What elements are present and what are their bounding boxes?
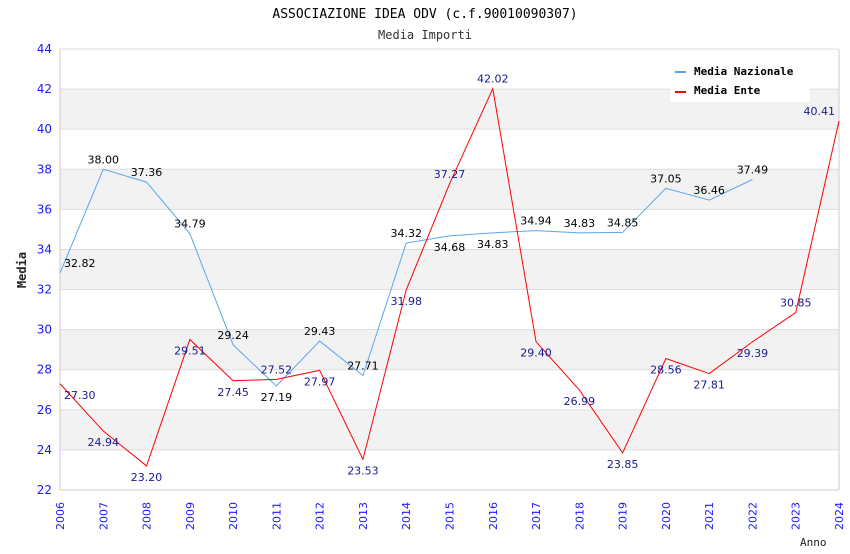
x-tick-label: 2018 — [573, 502, 586, 530]
data-label: 29.51 — [174, 344, 206, 357]
x-axis-label: Anno — [800, 536, 827, 549]
x-tick-label: 2011 — [270, 502, 283, 530]
y-tick-label: 34 — [37, 242, 52, 256]
data-label: 34.32 — [390, 227, 422, 240]
data-label: 23.20 — [131, 471, 163, 484]
legend-box — [670, 58, 810, 102]
y-tick-label: 26 — [37, 403, 52, 417]
data-label: 37.36 — [131, 166, 163, 179]
data-label: 28.56 — [650, 364, 682, 377]
data-label: 29.43 — [304, 325, 336, 338]
data-label: 34.79 — [174, 218, 206, 231]
legend-label-ente: Media Ente — [694, 84, 761, 97]
x-tick-label: 2012 — [314, 502, 327, 530]
band — [60, 169, 839, 210]
data-label: 34.83 — [477, 238, 509, 251]
x-axis-ticks: 2006 2007 2008 2009 2010 2011 2012 2013 2014 2015… — [54, 502, 846, 530]
legend: Media Nazionale Media Ente — [670, 58, 810, 102]
data-label: 42.02 — [477, 73, 509, 86]
data-label: 27.97 — [304, 375, 336, 388]
data-labels: 32.82 38.00 37.36 34.79 29.24 27.19 29.43 27.71… — [64, 73, 835, 484]
y-tick-label: 30 — [37, 323, 52, 337]
data-label: 23.85 — [607, 458, 639, 471]
data-label: 40.41 — [804, 105, 836, 118]
series-line-1 — [59, 87, 840, 467]
y-tick-label: 32 — [37, 283, 52, 297]
data-label: 34.68 — [434, 241, 466, 254]
x-tick-label: 2014 — [400, 502, 413, 530]
y-tick-label: 40 — [37, 122, 52, 136]
band — [60, 249, 839, 290]
x-tick-label: 2020 — [660, 502, 673, 530]
band — [60, 409, 839, 450]
data-label: 34.83 — [564, 217, 596, 230]
x-tick-label: 2008 — [141, 502, 154, 530]
x-tick-label: 2022 — [746, 502, 759, 530]
data-label: 23.53 — [347, 464, 379, 477]
x-tick-label: 2019 — [617, 502, 630, 530]
data-label: 27.81 — [693, 379, 725, 392]
data-label: 29.39 — [737, 347, 769, 360]
y-axis-label: Media — [15, 252, 29, 288]
data-label: 24.94 — [88, 436, 120, 449]
legend-swatch-ente — [675, 91, 686, 93]
x-tick-label: 2017 — [530, 502, 543, 530]
data-label: 37.05 — [650, 172, 682, 185]
x-tick-label: 2009 — [184, 502, 197, 530]
x-tick-label: 2013 — [357, 502, 370, 530]
data-label: 27.71 — [347, 360, 379, 373]
data-label: 31.98 — [390, 295, 422, 308]
x-tick-label: 2010 — [227, 502, 240, 530]
legend-swatch-nazionale — [675, 71, 686, 73]
data-label: 27.19 — [261, 391, 293, 404]
data-label: 29.24 — [217, 329, 249, 342]
x-tick-label: 2016 — [487, 502, 500, 530]
data-label: 38.00 — [88, 153, 120, 166]
data-label: 30.85 — [780, 297, 812, 310]
y-tick-label: 22 — [37, 483, 52, 497]
data-label: 27.30 — [64, 389, 96, 402]
chart-title: ASSOCIAZIONE IDEA ODV (c.f.90010090307) — [272, 7, 577, 22]
series-line-0 — [59, 168, 753, 387]
data-label: 34.85 — [607, 216, 639, 229]
chart-subtitle: Media Importi — [378, 28, 472, 42]
x-tick-label: 2015 — [444, 502, 457, 530]
y-tick-label: 44 — [37, 42, 52, 56]
x-tick-label: 2024 — [833, 502, 846, 530]
data-label: 37.49 — [737, 163, 769, 176]
x-tick-label: 2006 — [54, 502, 67, 530]
data-label: 27.45 — [217, 386, 249, 399]
x-tick-label: 2021 — [703, 502, 716, 530]
y-axis-ticks: 22 24 26 28 30 32 34 36 38 40 42 44 — [37, 42, 52, 497]
x-tick-label: 2007 — [97, 502, 110, 530]
legend-label-nazionale: Media Nazionale — [694, 65, 794, 78]
series-lines — [59, 87, 840, 467]
data-label: 36.46 — [693, 184, 725, 197]
band — [60, 329, 839, 370]
x-tick-label: 2023 — [790, 502, 803, 530]
data-label: 29.40 — [520, 347, 552, 360]
y-tick-label: 38 — [37, 162, 52, 176]
data-label: 26.99 — [564, 395, 596, 408]
data-label: 37.27 — [434, 168, 466, 181]
y-tick-label: 36 — [37, 202, 52, 216]
background-bands — [60, 49, 839, 490]
y-tick-label: 24 — [37, 443, 52, 457]
data-label: 34.94 — [520, 215, 552, 228]
y-tick-label: 42 — [37, 82, 52, 96]
data-label: 32.82 — [64, 257, 96, 270]
data-label: 27.52 — [261, 363, 293, 376]
y-tick-label: 28 — [37, 363, 52, 377]
